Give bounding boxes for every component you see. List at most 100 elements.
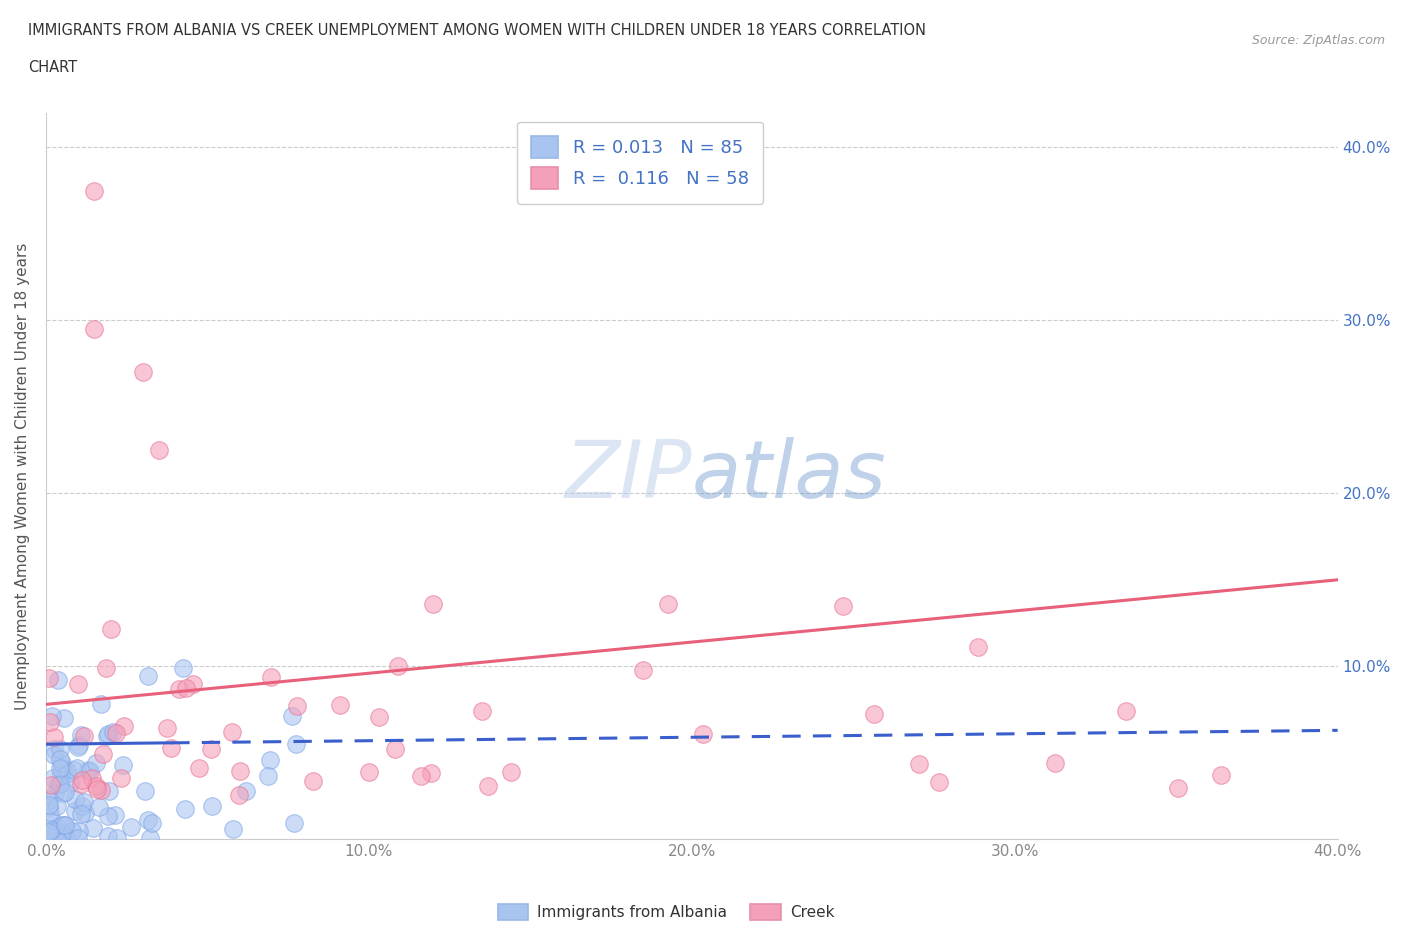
Point	[105, 830, 128, 845]
Point	[967, 640, 990, 655]
Point	[87, 800, 110, 815]
Point	[174, 680, 197, 695]
Point	[66, 676, 89, 691]
Point	[70, 777, 93, 791]
Point	[51, 818, 73, 833]
Point	[38, 824, 60, 839]
Point	[83, 322, 105, 337]
Point	[53, 785, 76, 800]
Point	[862, 707, 884, 722]
Point	[79, 764, 101, 778]
Point	[167, 681, 190, 696]
Point	[60, 824, 83, 839]
Point	[120, 819, 142, 834]
Point	[928, 775, 950, 790]
Point	[97, 808, 120, 823]
Point	[48, 777, 70, 792]
Point	[69, 727, 91, 742]
Point	[1211, 767, 1233, 782]
Point	[200, 741, 222, 756]
Point	[51, 756, 73, 771]
Point	[221, 725, 243, 740]
Point	[112, 757, 135, 772]
Point	[90, 697, 112, 711]
Point	[75, 805, 97, 820]
Text: IMMIGRANTS FROM ALBANIA VS CREEK UNEMPLOYMENT AMONG WOMEN WITH CHILDREN UNDER 18: IMMIGRANTS FROM ALBANIA VS CREEK UNEMPLO…	[28, 23, 927, 38]
Point	[657, 596, 679, 611]
Point	[48, 741, 70, 756]
Point	[908, 757, 931, 772]
Point	[44, 786, 66, 801]
Point	[368, 710, 391, 724]
Y-axis label: Unemployment Among Women with Children Under 18 years: Unemployment Among Women with Children U…	[15, 243, 30, 710]
Point	[91, 747, 114, 762]
Point	[38, 800, 60, 815]
Point	[201, 799, 224, 814]
Point	[41, 813, 63, 828]
Point	[631, 662, 654, 677]
Point	[419, 766, 441, 781]
Point	[97, 829, 120, 844]
Point	[86, 781, 108, 796]
Point	[55, 763, 77, 777]
Point	[98, 783, 121, 798]
Point	[112, 719, 135, 734]
Point	[82, 821, 104, 836]
Point	[477, 779, 499, 794]
Point	[181, 676, 204, 691]
Text: atlas: atlas	[692, 437, 887, 515]
Point	[357, 764, 380, 779]
Point	[132, 365, 155, 379]
Point	[156, 720, 179, 735]
Point	[257, 769, 280, 784]
Point	[422, 597, 444, 612]
Point	[187, 761, 209, 776]
Point	[97, 726, 120, 741]
Point	[134, 783, 156, 798]
Point	[65, 804, 87, 818]
Point	[387, 658, 409, 673]
Point	[409, 768, 432, 783]
Point	[172, 660, 194, 675]
Point	[38, 671, 60, 685]
Point	[46, 826, 69, 841]
Point	[38, 830, 60, 845]
Point	[83, 183, 105, 198]
Point	[51, 760, 73, 775]
Point	[259, 669, 281, 684]
Point	[55, 830, 77, 845]
Point	[100, 622, 122, 637]
Point	[66, 761, 89, 776]
Point	[101, 725, 124, 740]
Point	[148, 443, 170, 458]
Point	[831, 598, 853, 613]
Point	[1045, 755, 1067, 770]
Point	[49, 777, 72, 791]
Point	[56, 766, 79, 781]
Text: Source: ZipAtlas.com: Source: ZipAtlas.com	[1251, 34, 1385, 47]
Point	[44, 748, 66, 763]
Point	[41, 709, 63, 724]
Point	[80, 771, 103, 786]
Text: ZIP: ZIP	[564, 437, 692, 515]
Point	[49, 761, 72, 776]
Point	[46, 799, 69, 814]
Point	[67, 737, 90, 752]
Point	[70, 806, 93, 821]
Point	[67, 824, 90, 839]
Point	[302, 774, 325, 789]
Point	[1167, 780, 1189, 795]
Point	[285, 698, 308, 713]
Point	[104, 725, 127, 740]
Point	[39, 822, 62, 837]
Point	[70, 798, 93, 813]
Point	[39, 715, 62, 730]
Point	[96, 728, 118, 743]
Point	[52, 826, 75, 841]
Point	[49, 766, 72, 781]
Point	[38, 825, 60, 840]
Point	[49, 751, 72, 766]
Text: CHART: CHART	[28, 60, 77, 75]
Point	[45, 824, 67, 839]
Point	[281, 709, 304, 724]
